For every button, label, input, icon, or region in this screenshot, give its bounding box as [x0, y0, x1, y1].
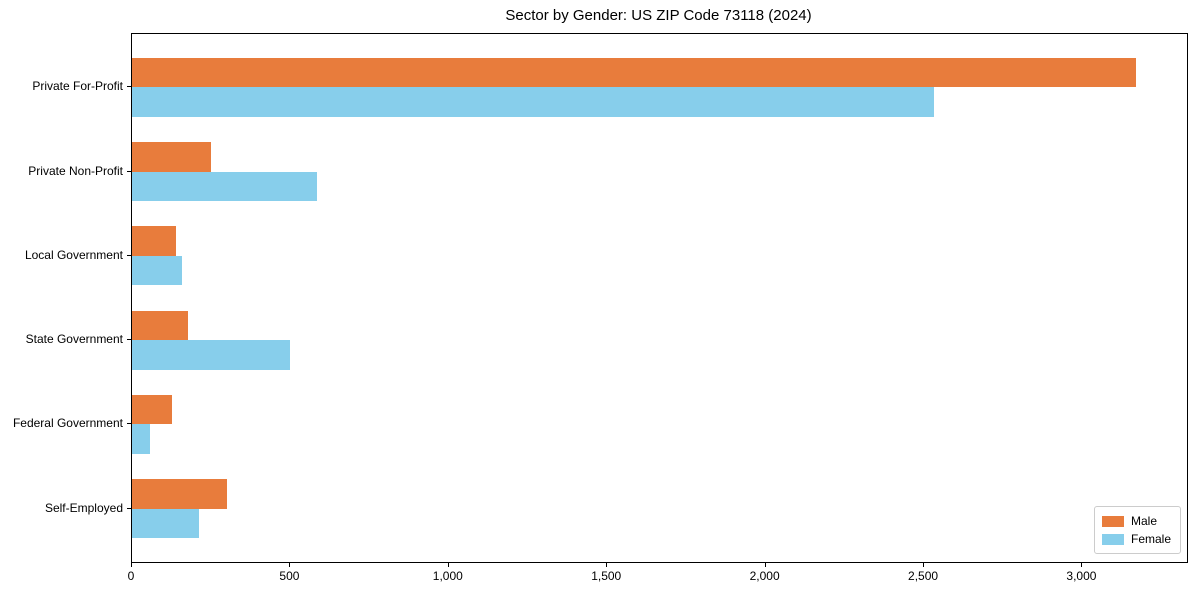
x-tick-mark: [923, 563, 925, 567]
x-tick-label: 500: [279, 569, 300, 583]
x-tick-label: 3,000: [1066, 569, 1097, 583]
y-tick-label-private-for-profit: Private For-Profit: [32, 79, 123, 94]
plot-area: Male Female: [131, 33, 1188, 563]
legend-entry-female: Female: [1101, 530, 1171, 548]
x-tick-mark: [606, 563, 608, 567]
bar-female-private-non-profit: [132, 171, 318, 202]
bar-female-federal-government: [132, 424, 151, 454]
bar-female-self-employed: [132, 508, 199, 538]
chart-title: Sector by Gender: US ZIP Code 73118 (202…: [505, 7, 812, 24]
x-tick-label: 1,500: [591, 569, 622, 583]
y-tick-mark: [127, 86, 131, 88]
bar-female-state-government: [132, 340, 291, 370]
y-tick-label-federal-government: Federal Government: [12, 416, 123, 431]
y-tick-mark: [127, 339, 131, 341]
y-tick-label-self-employed: Self-Employed: [44, 500, 123, 515]
legend-label-female: Female: [1130, 532, 1171, 546]
bar-male-local-government: [132, 226, 177, 256]
bar-male-private-non-profit: [132, 142, 212, 172]
bar-female-private-for-profit: [132, 87, 934, 117]
legend-label-male: Male: [1130, 514, 1157, 528]
y-tick-mark: [127, 507, 131, 509]
y-tick-mark: [127, 170, 131, 172]
y-tick-label-private-non-profit: Private Non-Profit: [28, 163, 123, 178]
bar-male-federal-government: [132, 394, 172, 425]
legend: Male Female: [1093, 506, 1181, 554]
x-tick-mark: [447, 563, 449, 567]
x-tick-label: 0: [127, 569, 135, 583]
x-tick-mark: [289, 563, 291, 567]
y-tick-mark: [127, 254, 131, 256]
bar-female-local-government: [132, 255, 183, 286]
bar-male-private-for-profit: [132, 58, 1137, 88]
male-swatch-icon: [1101, 515, 1124, 527]
x-tick-label: 2,000: [749, 569, 780, 583]
x-tick-label: 2,500: [908, 569, 939, 583]
legend-entry-male: Male: [1101, 512, 1171, 530]
x-tick-mark: [1081, 563, 1083, 567]
x-tick-mark: [764, 563, 766, 567]
bar-male-self-employed: [132, 479, 228, 509]
x-tick-mark: [131, 563, 132, 567]
y-tick-label-local-government: Local Government: [24, 247, 123, 262]
bar-male-state-government: [132, 310, 189, 341]
x-tick-label: 1,000: [432, 569, 463, 583]
y-tick-label-state-government: State Government: [25, 332, 123, 347]
female-swatch-icon: [1101, 533, 1124, 545]
y-tick-mark: [127, 423, 131, 425]
